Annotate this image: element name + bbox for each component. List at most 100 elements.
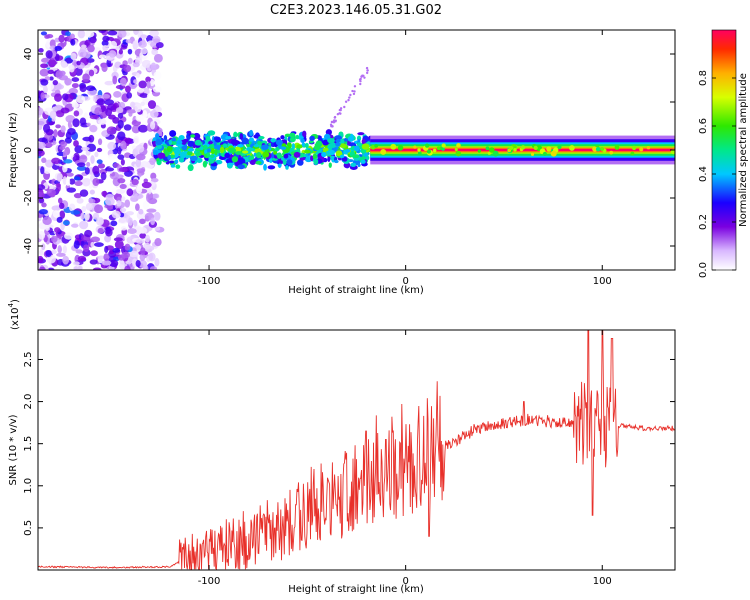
heatmap-cell	[47, 267, 55, 270]
heatmap-cell	[38, 197, 45, 204]
heatmap-cell	[125, 211, 134, 216]
heatmap-streak-cell	[339, 107, 343, 110]
heatmap-cell	[304, 149, 311, 154]
heatmap-cell	[72, 261, 80, 266]
heatmap-cell	[40, 79, 49, 86]
spectrogram-axes: -100 0 100 -40 -20 0 20 40	[23, 30, 675, 287]
heatmap-cell	[104, 245, 109, 254]
heatmap-cell	[56, 252, 66, 257]
heatmap-cell	[94, 107, 102, 116]
heatmap-cell	[189, 155, 198, 162]
heatmap-cell	[456, 143, 461, 148]
heatmap-cell	[53, 129, 58, 138]
heatmap-cell	[138, 208, 144, 215]
heatmap-cell	[167, 155, 171, 160]
snr-multiplier-base: (x10	[10, 307, 21, 330]
heatmap-cell	[152, 86, 162, 93]
heatmap-cell	[546, 146, 552, 152]
heatmap-cell	[124, 199, 131, 208]
heatmap-cell	[149, 266, 158, 270]
heatmap-cell	[142, 200, 150, 210]
heatmap-cell	[509, 146, 514, 151]
heatmap-cell	[46, 188, 57, 197]
heatmap-cell	[166, 145, 173, 153]
heatmap-cell	[89, 259, 98, 265]
heatmap-cell	[136, 168, 146, 173]
heatmap-cell	[105, 107, 113, 117]
heatmap-cell	[135, 114, 144, 122]
heatmap-cell	[115, 107, 124, 114]
heatmap-cell	[361, 156, 366, 161]
snr-ytick-label: 2.5	[23, 352, 34, 368]
heatmap-cell	[485, 146, 490, 151]
heatmap-cell	[41, 157, 47, 164]
heatmap-cell	[149, 79, 155, 87]
heatmap-cell	[151, 48, 159, 56]
heatmap-cell	[149, 229, 156, 235]
svg-text:(x104): (x104)	[7, 299, 21, 330]
heatmap-cell	[43, 148, 52, 155]
heatmap-cell	[225, 158, 233, 165]
heatmap-cell	[350, 162, 357, 167]
heatmap-cell	[116, 200, 122, 207]
heatmap-cell	[75, 249, 83, 254]
heatmap-cell	[226, 162, 234, 166]
heatmap-cell	[139, 34, 148, 39]
heatmap-cell	[51, 157, 61, 165]
heatmap-cell	[280, 146, 287, 150]
heatmap-streak-cell	[365, 71, 369, 75]
heatmap-cell	[93, 242, 104, 247]
heatmap-cell	[77, 49, 87, 58]
heatmap-cell	[62, 150, 68, 158]
heatmap-cell	[119, 207, 127, 213]
heatmap-cell	[45, 226, 50, 231]
heatmap-cell	[101, 190, 108, 197]
heatmap-cell	[302, 130, 307, 138]
snr-plot-area	[38, 330, 675, 570]
heatmap-cell	[74, 67, 83, 76]
heatmap-cell	[89, 114, 100, 120]
colorbar-gradient	[711, 29, 737, 271]
heatmap-cell	[79, 84, 87, 93]
heatmap-cell	[119, 183, 127, 190]
heatmap-cell	[124, 265, 131, 270]
heatmap-cell	[121, 251, 131, 259]
heatmap-cell	[163, 134, 168, 141]
heatmap-cell	[489, 147, 495, 153]
heatmap-cell	[96, 217, 104, 226]
heatmap-cell	[397, 145, 404, 151]
heatmap-cell	[82, 102, 89, 111]
heatmap-cell	[62, 220, 70, 226]
heatmap-cell	[249, 129, 254, 137]
colorbar-tick-label: 0.2	[698, 214, 709, 230]
heatmap-streak-cell	[343, 105, 346, 109]
heatmap-cell	[40, 63, 49, 69]
heatmap-cell	[40, 92, 45, 100]
heatmap-cell	[152, 150, 158, 156]
heatmap-cell	[183, 138, 189, 143]
heatmap-cell	[109, 40, 118, 49]
heatmap-cell	[140, 247, 146, 255]
heatmap-cell	[343, 137, 349, 142]
heatmap-cell	[73, 193, 82, 199]
heatmap-cell	[138, 226, 148, 234]
heatmap-cell	[557, 144, 562, 150]
heatmap-cell	[126, 188, 134, 197]
heatmap-cell	[79, 220, 89, 230]
heatmap-cell	[67, 127, 76, 135]
snr-xlabel: Height of straight line (km)	[288, 584, 424, 595]
heatmap-cell	[38, 141, 46, 149]
heatmap-cell	[97, 227, 104, 234]
heatmap-cell	[248, 156, 255, 161]
heatmap-cell	[135, 158, 142, 168]
heatmap-cell	[62, 164, 68, 173]
heatmap-cell	[70, 38, 76, 46]
heatmap-cell	[206, 140, 214, 145]
heatmap-cell	[417, 151, 422, 156]
heatmap-cell	[135, 238, 145, 244]
heatmap-cell	[92, 267, 102, 270]
heatmap-cell	[38, 48, 44, 53]
colorbar-ticks: 0.0 0.2 0.4 0.6 0.8	[698, 70, 736, 278]
heatmap-cell	[149, 30, 160, 37]
heatmap-cell	[257, 140, 262, 145]
